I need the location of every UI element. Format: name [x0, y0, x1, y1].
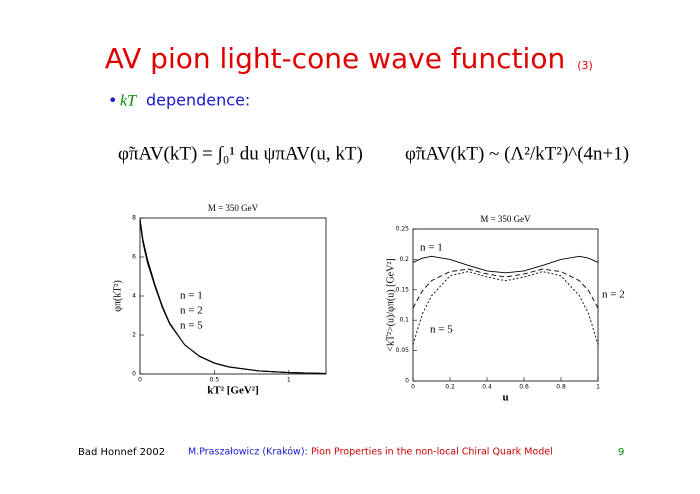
formula: φ̃πAV(kT) = ∫₀¹ du ψπAV(u, kT): [118, 143, 363, 165]
y-tick-label: 2: [132, 332, 136, 339]
y-tick-label: 0.05: [396, 347, 410, 354]
y-tick-label: 0.15: [396, 286, 410, 293]
y-tick-label: 6: [132, 254, 136, 261]
x-tick-label: 1: [287, 377, 291, 384]
y-tick-label: 4: [132, 293, 136, 300]
y-axis-label: <kT²>(u)/φπ(u) [GeV²]: [385, 258, 396, 351]
footer-event: Bad Honnef 2002: [78, 447, 165, 458]
title-note: (3): [577, 59, 593, 72]
series-line: [412, 255, 599, 274]
series-line: [412, 271, 599, 345]
x-tick-label: 0.5: [210, 377, 220, 384]
footer-page: 9: [618, 447, 624, 458]
x-tick-label: 0.4: [482, 384, 492, 391]
series-line: [139, 217, 327, 374]
y-tick-label: 0: [405, 378, 409, 385]
plot-frame: [412, 228, 599, 382]
series-label: n = 1: [180, 290, 203, 302]
series-line: [139, 221, 327, 374]
footer-talk: Pion Properties in the non-local Chiral …: [311, 447, 553, 458]
series-label: n = 2: [602, 289, 625, 301]
y-tick-label: 0.1: [399, 317, 409, 324]
bullet-text: dependence:: [146, 91, 250, 110]
y-axis-label: φπ(kT²): [112, 280, 123, 312]
y-tick-label: 0: [132, 371, 136, 378]
chart-title: M = 350 GeV: [480, 214, 531, 224]
bullet-symbol: kT: [120, 93, 137, 110]
y-tick-label: 8: [132, 215, 136, 222]
x-tick-label: 0.6: [519, 384, 529, 391]
formula: φ̃πAV(kT) ~ (Λ²/kT²)^(4n+1): [405, 143, 629, 164]
series-line: [412, 268, 599, 309]
x-tick-label: 0.8: [556, 384, 566, 391]
bullet-dot: •: [108, 91, 117, 110]
slide-title: AV pion light-cone wave function: [105, 42, 565, 75]
x-tick-label: 0: [138, 377, 142, 384]
y-tick-label: 0.25: [396, 226, 410, 233]
y-tick-label: 0.2: [399, 256, 409, 263]
x-axis-label: u: [502, 392, 508, 404]
series-label: n = 1: [420, 242, 443, 254]
x-tick-label: 0: [411, 384, 415, 391]
footer-author: M.Praszałowicz (Kraków):: [188, 447, 308, 458]
series-label: n = 5: [430, 324, 453, 336]
x-tick-label: 0.2: [445, 384, 455, 391]
x-axis-label: kT² [GeV²]: [207, 385, 259, 397]
chart-title: M = 350 GeV: [208, 203, 259, 213]
x-tick-label: 1: [596, 384, 600, 391]
series-line: [139, 219, 327, 374]
series-label: n = 5: [180, 320, 203, 332]
series-label: n = 2: [180, 305, 203, 317]
plot-frame: [139, 217, 327, 375]
